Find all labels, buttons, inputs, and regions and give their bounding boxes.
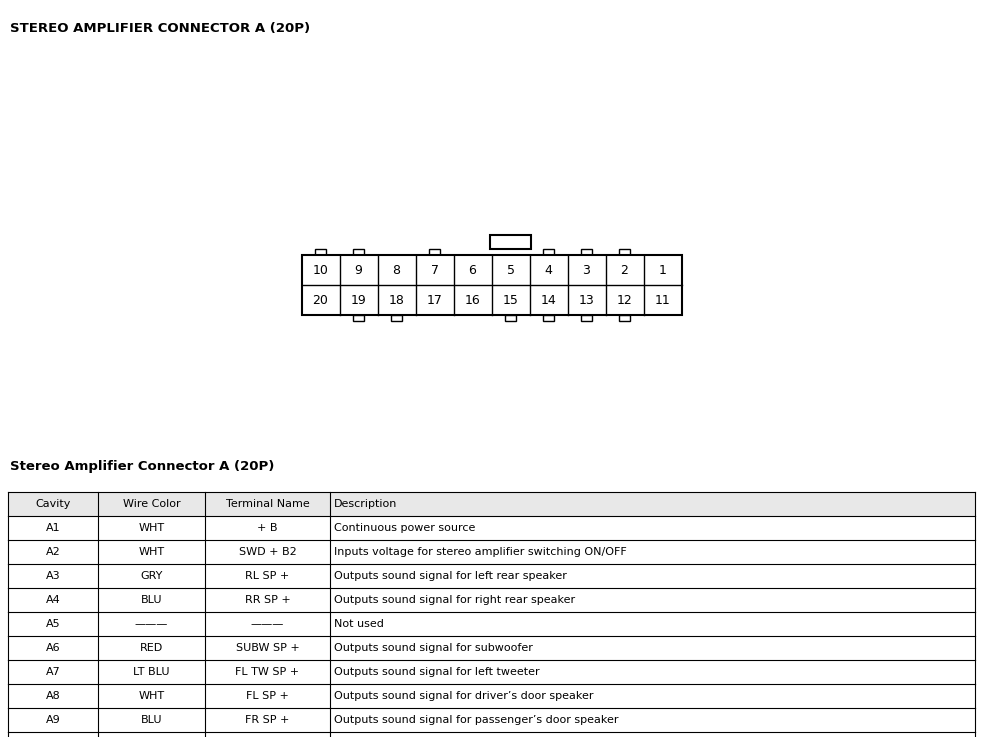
Text: LT BLU: LT BLU [134, 667, 170, 677]
Text: ———: ——— [135, 619, 168, 629]
Text: A9: A9 [45, 715, 60, 725]
Bar [543, 315, 554, 321]
Text: 17: 17 [427, 293, 442, 307]
Text: 1: 1 [659, 264, 666, 276]
Text: 16: 16 [465, 293, 481, 307]
Text: WHT: WHT [139, 523, 164, 533]
Bar [619, 249, 630, 255]
Bar [353, 249, 364, 255]
Text: 3: 3 [583, 264, 591, 276]
Text: BLU: BLU [141, 715, 162, 725]
Text: FL TW SP +: FL TW SP + [236, 667, 300, 677]
Text: A4: A4 [45, 595, 60, 605]
Text: A3: A3 [45, 571, 60, 581]
Text: Inputs voltage for stereo amplifier switching ON/OFF: Inputs voltage for stereo amplifier swit… [334, 547, 627, 557]
Text: GRY: GRY [141, 571, 163, 581]
Text: WHT: WHT [139, 691, 164, 701]
Text: 10: 10 [313, 264, 328, 276]
Text: Cavity: Cavity [35, 499, 71, 509]
Text: BLU: BLU [141, 595, 162, 605]
Bar [543, 249, 554, 255]
Text: Wire Color: Wire Color [123, 499, 180, 509]
Bar [505, 315, 516, 321]
Text: 18: 18 [388, 293, 404, 307]
Bar [429, 249, 440, 255]
Text: RL SP +: RL SP + [246, 571, 290, 581]
Bar [353, 315, 364, 321]
Text: Outputs sound signal for subwoofer: Outputs sound signal for subwoofer [334, 643, 533, 653]
Text: A5: A5 [45, 619, 60, 629]
Text: Terminal Name: Terminal Name [226, 499, 310, 509]
Text: Outputs sound signal for passenger’s door speaker: Outputs sound signal for passenger’s doo… [334, 715, 618, 725]
Text: WHT: WHT [139, 547, 164, 557]
Text: 4: 4 [545, 264, 552, 276]
Bar [8, 492, 975, 516]
Text: A8: A8 [45, 691, 60, 701]
Text: Not used: Not used [334, 619, 384, 629]
Text: STEREO AMPLIFIER CONNECTOR A (20P): STEREO AMPLIFIER CONNECTOR A (20P) [10, 22, 310, 35]
Text: Stereo Amplifier Connector A (20P): Stereo Amplifier Connector A (20P) [10, 460, 274, 473]
Text: SUBW SP +: SUBW SP + [236, 643, 300, 653]
Text: 9: 9 [355, 264, 363, 276]
Text: 6: 6 [469, 264, 477, 276]
Bar [315, 249, 326, 255]
Text: 20: 20 [313, 293, 328, 307]
Text: RR SP +: RR SP + [245, 595, 290, 605]
Text: Outputs sound signal for driver’s door speaker: Outputs sound signal for driver’s door s… [334, 691, 594, 701]
Text: Outputs sound signal for left rear speaker: Outputs sound signal for left rear speak… [334, 571, 567, 581]
Text: 8: 8 [392, 264, 400, 276]
Bar [619, 315, 630, 321]
Bar [490, 235, 532, 249]
Bar [391, 315, 402, 321]
Text: FR SP +: FR SP + [246, 715, 290, 725]
Text: 12: 12 [616, 293, 632, 307]
Bar [581, 249, 592, 255]
Text: RED: RED [140, 643, 163, 653]
Text: A1: A1 [45, 523, 60, 533]
Text: A2: A2 [45, 547, 60, 557]
Text: SWD + B2: SWD + B2 [239, 547, 297, 557]
Text: Outputs sound signal for left tweeter: Outputs sound signal for left tweeter [334, 667, 540, 677]
Text: 5: 5 [506, 264, 514, 276]
Text: A7: A7 [45, 667, 60, 677]
Text: 2: 2 [620, 264, 628, 276]
Text: 14: 14 [541, 293, 556, 307]
Text: Continuous power source: Continuous power source [334, 523, 476, 533]
Text: Outputs sound signal for right rear speaker: Outputs sound signal for right rear spea… [334, 595, 575, 605]
Text: ———: ——— [251, 619, 284, 629]
Text: A6: A6 [45, 643, 60, 653]
Text: 15: 15 [502, 293, 518, 307]
Text: 7: 7 [431, 264, 438, 276]
Text: 19: 19 [351, 293, 367, 307]
Bar [581, 315, 592, 321]
Text: 11: 11 [655, 293, 670, 307]
Text: FL SP +: FL SP + [246, 691, 289, 701]
Text: + B: + B [258, 523, 278, 533]
Text: 13: 13 [579, 293, 595, 307]
Text: Description: Description [334, 499, 397, 509]
Bar [302, 255, 681, 315]
